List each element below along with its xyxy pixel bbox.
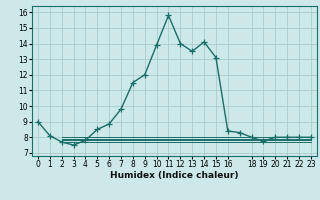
X-axis label: Humidex (Indice chaleur): Humidex (Indice chaleur) xyxy=(110,171,239,180)
